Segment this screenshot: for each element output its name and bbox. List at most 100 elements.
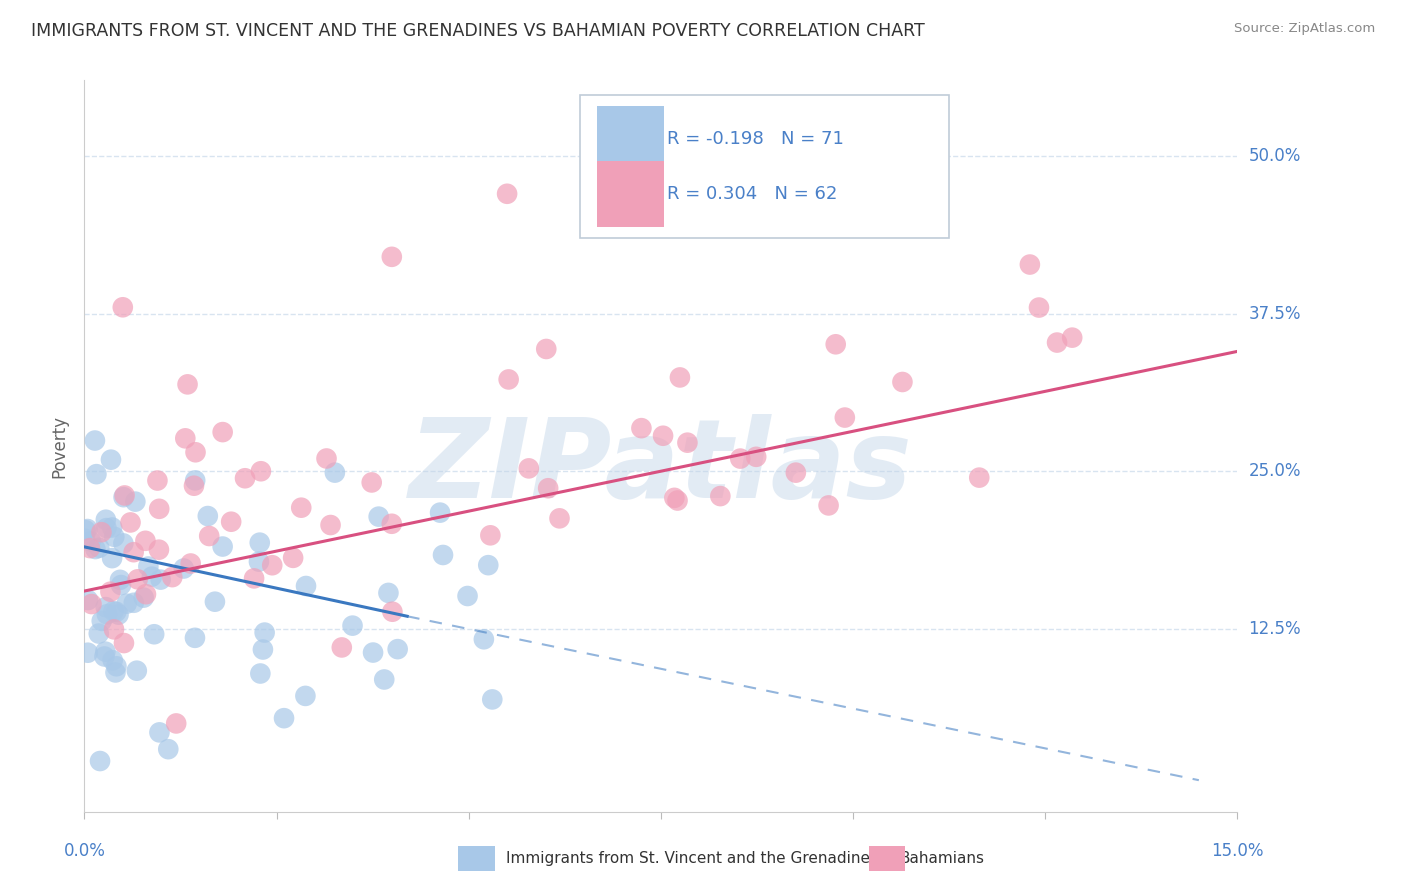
Text: Source: ZipAtlas.com: Source: ZipAtlas.com: [1234, 22, 1375, 36]
Point: [80, 597, 103, 611]
Point: [295, 579, 318, 593]
Point: [148, 542, 170, 557]
Point: [127, 572, 149, 586]
Point: [250, 464, 273, 478]
Point: [100, 452, 122, 467]
Point: [103, 530, 125, 544]
Point: [124, 494, 146, 508]
Point: [481, 692, 503, 706]
Point: [233, 471, 256, 485]
Point: [472, 632, 495, 647]
Point: [112, 636, 135, 650]
Point: [377, 586, 399, 600]
Text: Bahamians: Bahamians: [900, 851, 984, 865]
Point: [94, 513, 117, 527]
Point: [125, 664, 148, 678]
Point: [89, 754, 111, 768]
Point: [122, 596, 145, 610]
Point: [249, 535, 271, 549]
Point: [157, 742, 180, 756]
Text: ZIPatlas: ZIPatlas: [409, 415, 912, 522]
Point: [162, 570, 184, 584]
Point: [669, 370, 692, 384]
Point: [114, 488, 136, 502]
Point: [77, 593, 100, 607]
Point: [252, 642, 274, 657]
Point: [180, 557, 202, 571]
Point: [342, 618, 364, 632]
Point: [709, 489, 731, 503]
Point: [537, 481, 560, 495]
Point: [149, 573, 172, 587]
Point: [112, 536, 135, 550]
Point: [143, 627, 166, 641]
Point: [785, 466, 807, 480]
Point: [315, 451, 337, 466]
Point: [381, 250, 404, 264]
Text: Immigrants from St. Vincent and the Grenadines: Immigrants from St. Vincent and the Gren…: [506, 851, 879, 865]
Point: [101, 551, 124, 566]
Point: [184, 445, 207, 459]
Text: IMMIGRANTS FROM ST. VINCENT AND THE GRENADINES VS BAHAMIAN POVERTY CORRELATION C: IMMIGRANTS FROM ST. VINCENT AND THE GREN…: [31, 22, 925, 40]
Point: [90, 614, 112, 628]
Point: [87, 626, 110, 640]
Point: [101, 653, 124, 667]
Point: [76, 522, 98, 536]
Point: [477, 558, 499, 573]
Point: [93, 649, 115, 664]
Point: [148, 501, 170, 516]
Text: 0.0%: 0.0%: [63, 842, 105, 860]
Point: [373, 673, 395, 687]
Point: [730, 451, 752, 466]
Point: [1018, 258, 1040, 272]
Point: [249, 666, 271, 681]
Point: [96, 607, 118, 622]
Point: [432, 548, 454, 562]
Point: [122, 545, 145, 559]
Point: [75, 523, 97, 537]
Point: [745, 450, 768, 464]
FancyBboxPatch shape: [581, 95, 949, 237]
Point: [891, 375, 914, 389]
Point: [174, 431, 197, 445]
Point: [105, 605, 128, 619]
Point: [73, 532, 96, 546]
Point: [184, 474, 207, 488]
Point: [319, 518, 342, 533]
Point: [1062, 331, 1084, 345]
Point: [134, 533, 156, 548]
Point: [479, 528, 502, 542]
Point: [197, 509, 219, 524]
Point: [135, 587, 157, 601]
Point: [817, 499, 839, 513]
Point: [111, 300, 134, 314]
Point: [381, 516, 404, 531]
Point: [457, 589, 479, 603]
Text: 12.5%: 12.5%: [1249, 620, 1301, 638]
Point: [132, 591, 155, 605]
Point: [141, 569, 163, 583]
Point: [517, 461, 540, 475]
Text: R = -0.198   N = 71: R = -0.198 N = 71: [666, 130, 844, 148]
Point: [112, 490, 135, 504]
Point: [824, 337, 846, 351]
Point: [108, 573, 131, 587]
Point: [100, 584, 122, 599]
Point: [86, 467, 108, 482]
Point: [183, 479, 205, 493]
Point: [243, 571, 266, 585]
Point: [165, 716, 187, 731]
Point: [76, 646, 98, 660]
Point: [253, 625, 276, 640]
Point: [148, 725, 170, 739]
Point: [652, 429, 675, 443]
Point: [381, 605, 404, 619]
Point: [429, 506, 451, 520]
Point: [219, 515, 242, 529]
Point: [103, 604, 125, 618]
Y-axis label: Poverty: Poverty: [51, 415, 69, 477]
Point: [247, 555, 270, 569]
Point: [101, 520, 124, 534]
Point: [211, 540, 233, 554]
Point: [262, 558, 284, 573]
